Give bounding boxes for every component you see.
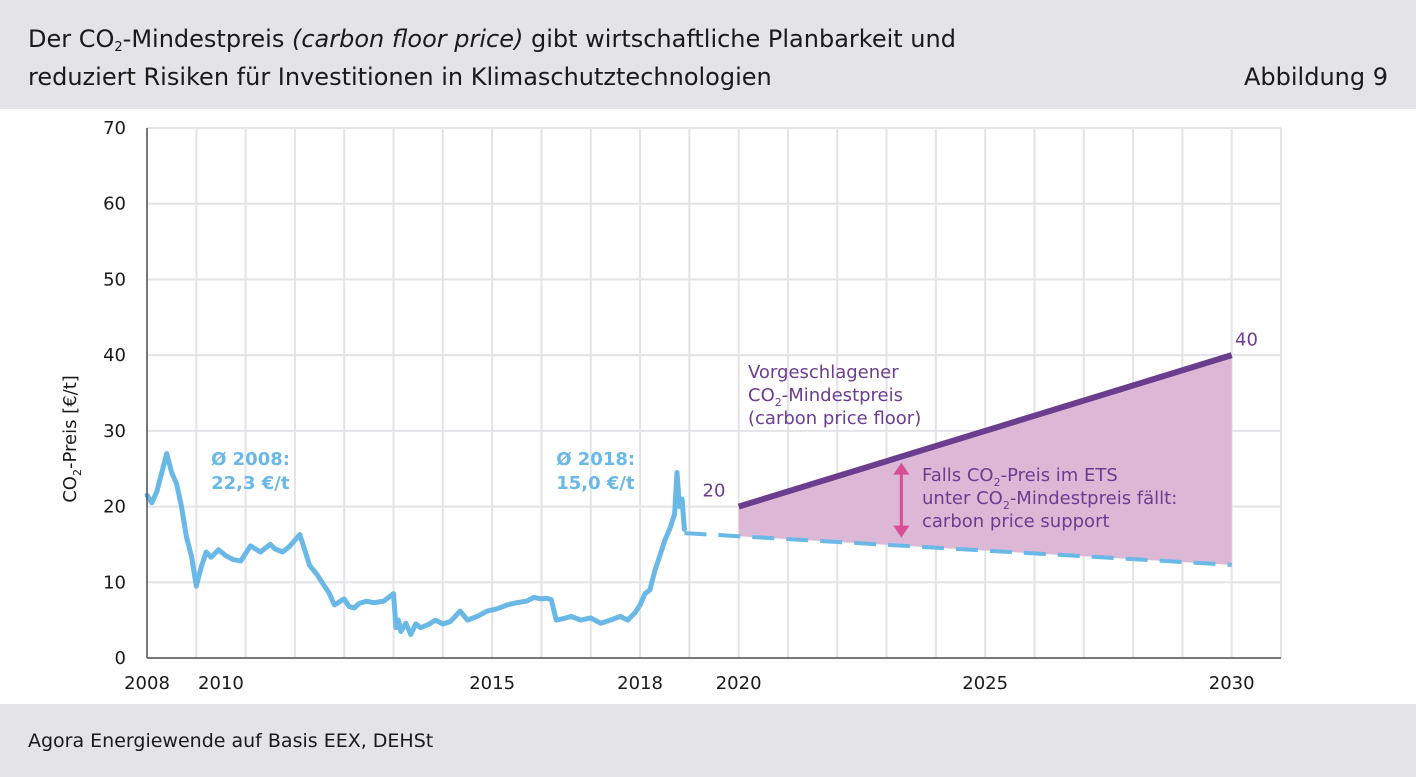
floor-value-label: 20 <box>703 481 726 502</box>
support-label-line2-b: -Mindestpreis fällt: <box>1010 488 1177 509</box>
labels: Ø 2008: 22,3 €/t Ø 2018: 15,0 €/t 20 40 <box>211 329 1258 501</box>
support-arrow-head-down <box>893 525 910 538</box>
support-arrow-head-up <box>893 462 910 475</box>
y-axis-label-sub: 2 <box>71 469 84 476</box>
x-tick-label: 2008 <box>124 673 170 694</box>
x-tick-label: 2018 <box>617 673 663 694</box>
floor-label: Vorgeschlagener CO2-Mindestpreis (carbon… <box>748 362 921 429</box>
y-tick-label: 40 <box>103 345 126 366</box>
title-line1-c: gibt wirtschaftliche Planbarkeit und <box>523 25 956 53</box>
x-tick-label: 2010 <box>198 673 244 694</box>
average-annotation-line2: 22,3 €/t <box>211 473 290 494</box>
y-tick-label: 30 <box>103 421 126 442</box>
floor-label-line2-sub: 2 <box>775 396 782 409</box>
y-tick-label: 50 <box>103 269 126 290</box>
support-area-layer <box>738 355 1232 565</box>
chart-title: Der CO2-Mindestpreis (carbon floor price… <box>28 20 1178 96</box>
trend-dashed-line <box>684 531 1232 567</box>
title-subscript: 2 <box>114 40 123 55</box>
average-annotation-line1: Ø 2018: <box>556 449 635 470</box>
average-annotation-line2: 15,0 €/t <box>556 473 635 494</box>
floor-label-line2-b: -Mindestpreis <box>782 385 903 406</box>
y-tick-label: 60 <box>103 194 126 215</box>
support-label-line1-b: -Preis im ETS <box>1001 465 1118 486</box>
floor-label-line3: (carbon price floor) <box>748 408 921 429</box>
x-tick-label: 2020 <box>716 673 762 694</box>
support-label-line2-a: unter CO <box>922 488 1003 509</box>
title-line1-b: -Mindestpreis <box>122 25 292 53</box>
x-tick-label: 2030 <box>1209 673 1255 694</box>
footer: Agora Energiewende auf Basis EEX, DEHSt <box>0 706 1416 777</box>
average-annotation-line1: Ø 2008: <box>211 449 290 470</box>
support-label-line3: carbon price support <box>922 511 1110 532</box>
header: Der CO2-Mindestpreis (carbon floor price… <box>0 0 1416 108</box>
support-label-line2-sub: 2 <box>1003 499 1010 512</box>
floor-value-label: 40 <box>1235 329 1258 350</box>
y-tick-label: 70 <box>103 118 126 139</box>
floor-label-line2: CO2-Mindestpreis <box>748 385 903 409</box>
historical-price-line <box>144 451 687 637</box>
title-line2: reduziert Risiken für Investitionen in K… <box>28 63 772 91</box>
support-label-line1-a: Falls CO <box>922 465 994 486</box>
figure-label: Abbildung 9 <box>1243 63 1388 91</box>
source-note: Agora Energiewende auf Basis EEX, DEHSt <box>28 730 434 752</box>
support-area <box>738 355 1232 565</box>
floor-label-line2-a: CO <box>748 385 775 406</box>
floor-price-line <box>737 352 1233 510</box>
support-label: Falls CO2-Preis im ETS unter CO2-Mindest… <box>922 465 1177 532</box>
y-tick-label: 10 <box>103 572 126 593</box>
support-label-line1-sub: 2 <box>994 476 1001 489</box>
y-axis-label-a: CO <box>60 476 81 503</box>
x-tick-label: 2025 <box>962 673 1008 694</box>
y-axis-label: CO2-Preis [€/t] <box>60 375 84 503</box>
title-italic: (carbon floor price) <box>291 25 524 53</box>
x-tick-label: 2015 <box>469 673 515 694</box>
series-layer <box>144 352 1233 637</box>
chart-panel: 0 10 20 30 40 50 60 70 2008 2010 2015 2018 2020 2025 2… <box>0 109 1416 704</box>
title-line1-a: Der CO <box>28 25 115 53</box>
y-tick-label: 20 <box>103 497 126 518</box>
floor-label-line1: Vorgeschlagener <box>748 362 899 383</box>
y-axis-label-b: -Preis [€/t] <box>60 375 81 469</box>
y-tick-label: 0 <box>115 648 126 669</box>
support-label-line1: Falls CO2-Preis im ETS <box>922 465 1118 489</box>
support-label-line2: unter CO2-Mindestpreis fällt: <box>922 488 1177 512</box>
